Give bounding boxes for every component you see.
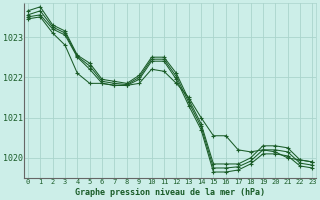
X-axis label: Graphe pression niveau de la mer (hPa): Graphe pression niveau de la mer (hPa) [75, 188, 265, 197]
